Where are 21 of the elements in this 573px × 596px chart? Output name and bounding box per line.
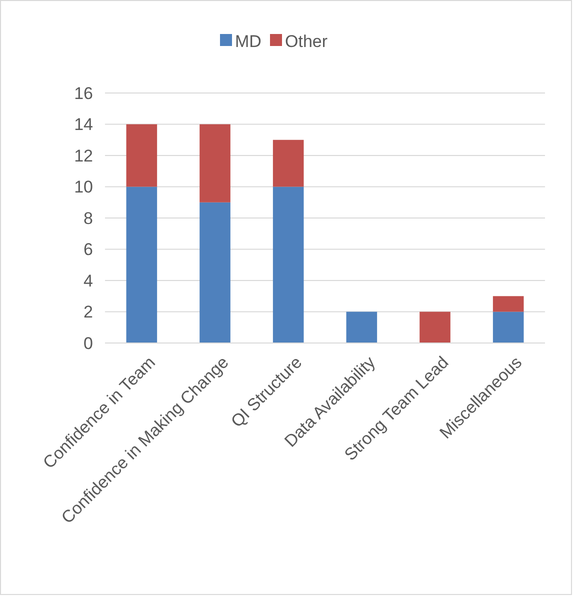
bar <box>420 312 450 343</box>
legend-label: MD <box>235 32 262 51</box>
y-tick-label: 4 <box>84 271 93 290</box>
y-tick-label: 12 <box>74 146 93 166</box>
y-tick-label: 14 <box>74 115 93 134</box>
bar <box>492 296 524 312</box>
y-tick-label: 8 <box>84 208 93 228</box>
bar <box>126 186 158 343</box>
bar <box>200 124 230 202</box>
y-tick-label: 2 <box>84 302 93 322</box>
y-tick-label: 16 <box>74 84 93 103</box>
y-tick-label: 0 <box>84 334 93 353</box>
bar <box>492 312 524 343</box>
y-tick-label: 6 <box>84 240 93 260</box>
bar <box>126 124 158 187</box>
bar <box>200 202 230 343</box>
bar <box>346 312 378 343</box>
y-tick-label: 10 <box>74 178 93 197</box>
bar <box>272 186 304 343</box>
bar <box>272 140 304 187</box>
legend-label: Other <box>285 32 328 51</box>
